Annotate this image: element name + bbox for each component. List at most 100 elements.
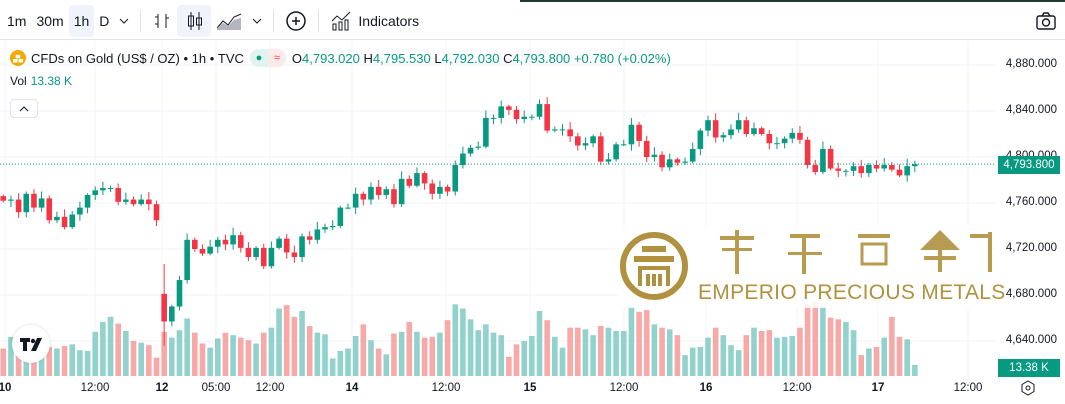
chevron-down-icon[interactable] <box>247 5 267 37</box>
volume-bar <box>651 324 658 376</box>
volume-bar <box>8 336 14 376</box>
volume-bar <box>536 311 543 376</box>
interval-1h[interactable]: 1h <box>68 4 95 37</box>
candle-body <box>184 239 190 281</box>
candle-body <box>276 238 282 248</box>
divider <box>318 9 320 32</box>
tradingview-logo[interactable] <box>12 325 50 363</box>
candle-body <box>720 135 727 138</box>
candle-body <box>651 154 658 157</box>
candle-body <box>146 199 152 205</box>
bars-style-icon[interactable] <box>147 5 177 37</box>
volume-bar <box>521 341 527 376</box>
volume-bar <box>460 308 466 376</box>
volume-bar <box>666 329 673 376</box>
volume-bar <box>590 335 596 376</box>
candle-body <box>253 247 259 258</box>
candle-body <box>697 130 704 149</box>
volume-bar <box>766 330 773 376</box>
candle-body <box>291 252 298 258</box>
interval-1m[interactable]: 1m <box>7 12 27 29</box>
candle-body <box>84 194 91 208</box>
volume-bar <box>628 306 635 376</box>
settings-icon[interactable] <box>1020 380 1036 401</box>
interval-d[interactable]: D <box>99 12 110 29</box>
volume-bar <box>337 351 344 376</box>
candle-body <box>207 246 213 254</box>
volume-bar <box>912 364 918 376</box>
volume-bar <box>858 355 865 376</box>
volume-bar <box>559 347 566 376</box>
volume-bar <box>697 346 704 376</box>
candle-body <box>452 165 459 192</box>
volume-bar <box>674 335 681 376</box>
volume-bar <box>682 355 688 376</box>
chart-plot[interactable] <box>0 41 995 381</box>
camera-icon[interactable] <box>1035 12 1057 33</box>
volume-bar <box>123 331 129 376</box>
volume-bar <box>253 343 259 376</box>
time-tick-label: 15 <box>523 382 537 394</box>
candle-body <box>115 188 121 202</box>
candles-style-icon[interactable] <box>177 4 212 37</box>
indicators-button[interactable]: Indicators <box>325 5 424 37</box>
volume-bar <box>689 347 696 376</box>
candle-body <box>743 120 750 134</box>
legend-interval: 1h <box>191 50 207 66</box>
volume-bar <box>490 332 497 376</box>
time-tick-label: 05:00 <box>201 382 231 394</box>
candle-body <box>881 165 887 169</box>
volume-bar <box>475 330 482 376</box>
volume-bar <box>92 331 99 376</box>
volume-value: 13.38 K <box>30 74 73 88</box>
candle-body <box>460 153 466 166</box>
collapse-legend-button[interactable] <box>10 99 38 118</box>
volume-bar <box>245 340 252 376</box>
volume-bar <box>712 327 719 376</box>
candle-body <box>77 207 83 215</box>
volume-bar <box>61 346 68 376</box>
volume-bar <box>375 348 382 376</box>
candle-body <box>689 148 696 162</box>
candle-body <box>766 134 773 144</box>
candle-body <box>597 136 604 162</box>
volume-bar <box>291 316 298 376</box>
interval-30m[interactable]: 30m <box>36 12 64 29</box>
volume-bar <box>421 337 428 376</box>
candle-body <box>575 136 581 146</box>
volume-bar <box>820 306 826 376</box>
volume-bar <box>873 346 880 376</box>
candle-body <box>437 186 443 194</box>
volume-bar <box>283 305 290 376</box>
indicators-icon <box>332 11 351 30</box>
price-tick-label: 4,840.000 <box>1005 104 1057 116</box>
compare-add-icon[interactable] <box>280 5 312 37</box>
market-status[interactable]: ● ≈ <box>249 49 286 67</box>
time-tick-label: 12:00 <box>953 382 983 394</box>
area-style-icon[interactable] <box>211 5 247 37</box>
top-border <box>520 0 1065 2</box>
time-tick-label: 16 <box>699 382 713 394</box>
candle-body <box>368 186 374 200</box>
candle-body <box>138 199 144 205</box>
volume-bar <box>77 350 83 376</box>
volume-bar <box>192 332 198 376</box>
volume-bar <box>720 335 727 376</box>
candle-body <box>322 227 328 230</box>
candle-body <box>54 216 60 221</box>
volume-bar <box>23 356 30 376</box>
symbol-name[interactable]: CFDs on Gold (US$ / OZ) <box>31 50 180 66</box>
volume-bar <box>383 354 390 376</box>
candle-body <box>735 120 742 130</box>
candle-body <box>230 235 236 245</box>
candle-body <box>414 173 420 186</box>
chevron-down-icon[interactable] <box>114 5 134 37</box>
candle-body <box>682 161 688 163</box>
candle-body <box>544 104 550 131</box>
volume-bar <box>222 332 229 376</box>
volume-legend: Vol 13.38 K <box>10 74 72 88</box>
volume-bar <box>881 337 887 376</box>
volume-label: Vol <box>10 74 27 88</box>
candle-body <box>306 236 313 240</box>
candle-body <box>61 216 68 228</box>
